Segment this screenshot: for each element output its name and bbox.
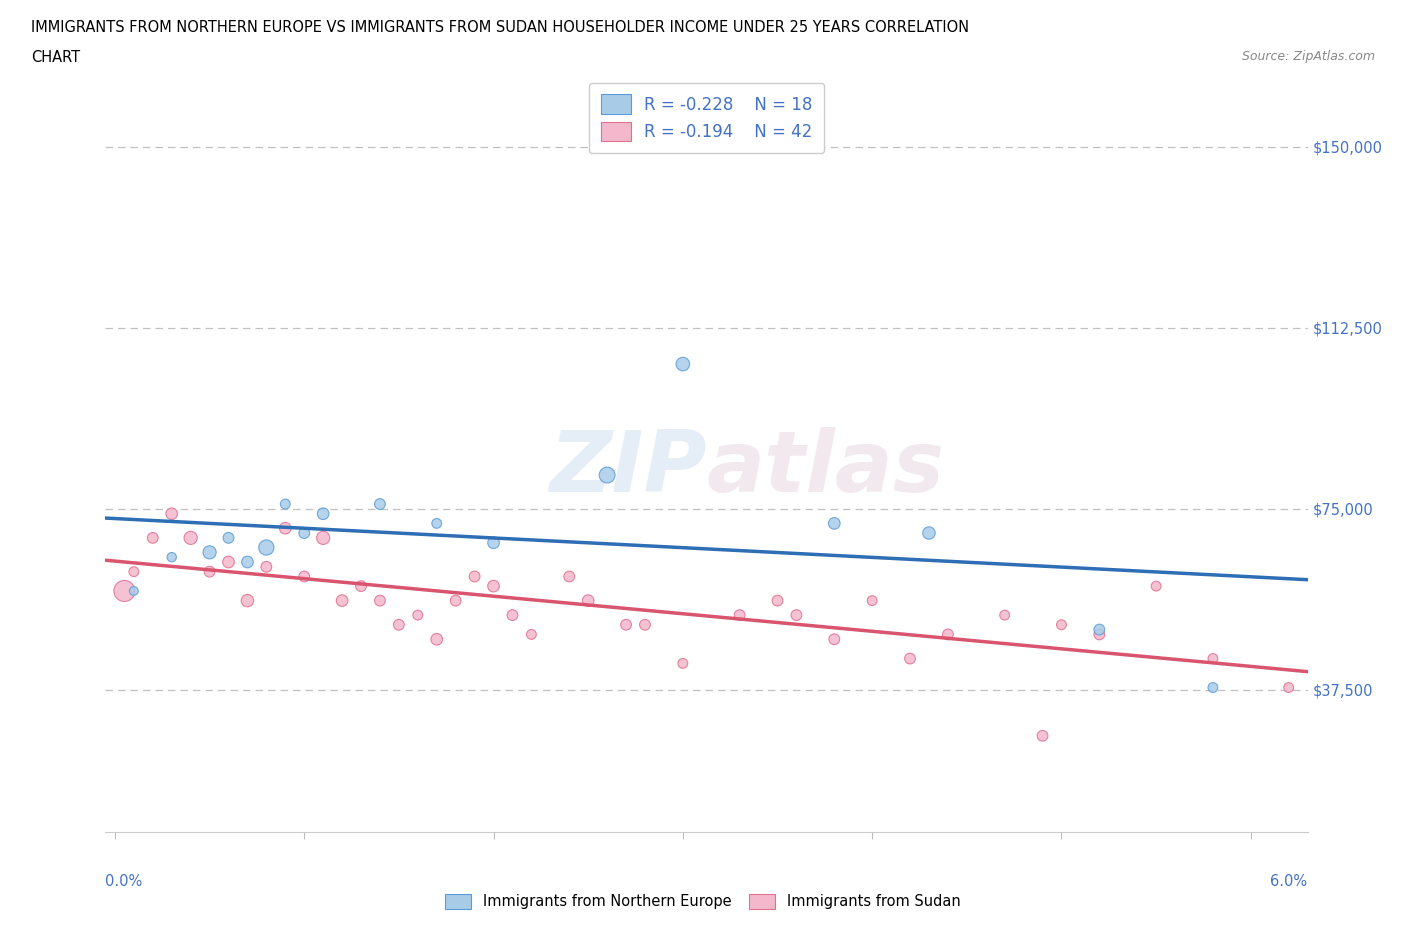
Point xyxy=(122,583,145,598)
Point xyxy=(766,593,789,608)
Point xyxy=(236,593,259,608)
Point xyxy=(274,521,297,536)
Point xyxy=(160,550,183,565)
Point xyxy=(444,593,467,608)
Point xyxy=(1088,627,1111,642)
Point xyxy=(350,578,373,593)
Point xyxy=(596,468,619,483)
Point xyxy=(823,631,845,646)
Point xyxy=(482,536,505,551)
Point xyxy=(180,530,202,545)
Point xyxy=(198,545,221,560)
Point xyxy=(520,627,543,642)
Point xyxy=(368,497,391,512)
Point xyxy=(122,565,145,579)
Point xyxy=(501,607,523,622)
Point xyxy=(218,530,240,545)
Point xyxy=(898,651,921,666)
Point xyxy=(112,583,135,598)
Text: Source: ZipAtlas.com: Source: ZipAtlas.com xyxy=(1241,50,1375,63)
Point xyxy=(406,607,429,622)
Point xyxy=(482,578,505,593)
Point xyxy=(634,618,657,632)
Point xyxy=(1278,680,1301,695)
Point xyxy=(576,593,599,608)
Point xyxy=(254,540,277,555)
Point xyxy=(368,593,391,608)
Point xyxy=(236,554,259,569)
Legend: Immigrants from Northern Europe, Immigrants from Sudan: Immigrants from Northern Europe, Immigra… xyxy=(439,888,967,915)
Text: IMMIGRANTS FROM NORTHERN EUROPE VS IMMIGRANTS FROM SUDAN HOUSEHOLDER INCOME UNDE: IMMIGRANTS FROM NORTHERN EUROPE VS IMMIG… xyxy=(31,20,969,35)
Point xyxy=(614,618,637,632)
Point xyxy=(218,554,240,569)
Text: ZIP: ZIP xyxy=(548,427,707,510)
Point xyxy=(254,559,277,574)
Point xyxy=(936,627,959,642)
Point xyxy=(1031,728,1053,743)
Point xyxy=(160,506,183,521)
Point xyxy=(464,569,486,584)
Point xyxy=(558,569,581,584)
Point xyxy=(426,516,449,531)
Point xyxy=(292,569,315,584)
Point xyxy=(1050,618,1073,632)
Point xyxy=(785,607,807,622)
Text: CHART: CHART xyxy=(31,50,80,65)
Point xyxy=(388,618,411,632)
Point xyxy=(994,607,1017,622)
Point xyxy=(330,593,353,608)
Point xyxy=(198,565,221,579)
Point xyxy=(823,516,845,531)
Point xyxy=(312,506,335,521)
Point xyxy=(142,530,165,545)
Point xyxy=(918,525,941,540)
Text: 0.0%: 0.0% xyxy=(105,874,142,889)
Point xyxy=(1202,651,1225,666)
Point xyxy=(728,607,751,622)
Point xyxy=(860,593,883,608)
Point xyxy=(672,356,695,371)
Point xyxy=(274,497,297,512)
Point xyxy=(312,530,335,545)
Point xyxy=(1202,680,1225,695)
Point xyxy=(292,525,315,540)
Point xyxy=(672,656,695,671)
Legend: R = -0.228    N = 18, R = -0.194    N = 42: R = -0.228 N = 18, R = -0.194 N = 42 xyxy=(589,83,824,153)
Point xyxy=(1088,622,1111,637)
Text: atlas: atlas xyxy=(707,427,945,510)
Text: 6.0%: 6.0% xyxy=(1271,874,1308,889)
Point xyxy=(426,631,449,646)
Point xyxy=(1144,578,1167,593)
